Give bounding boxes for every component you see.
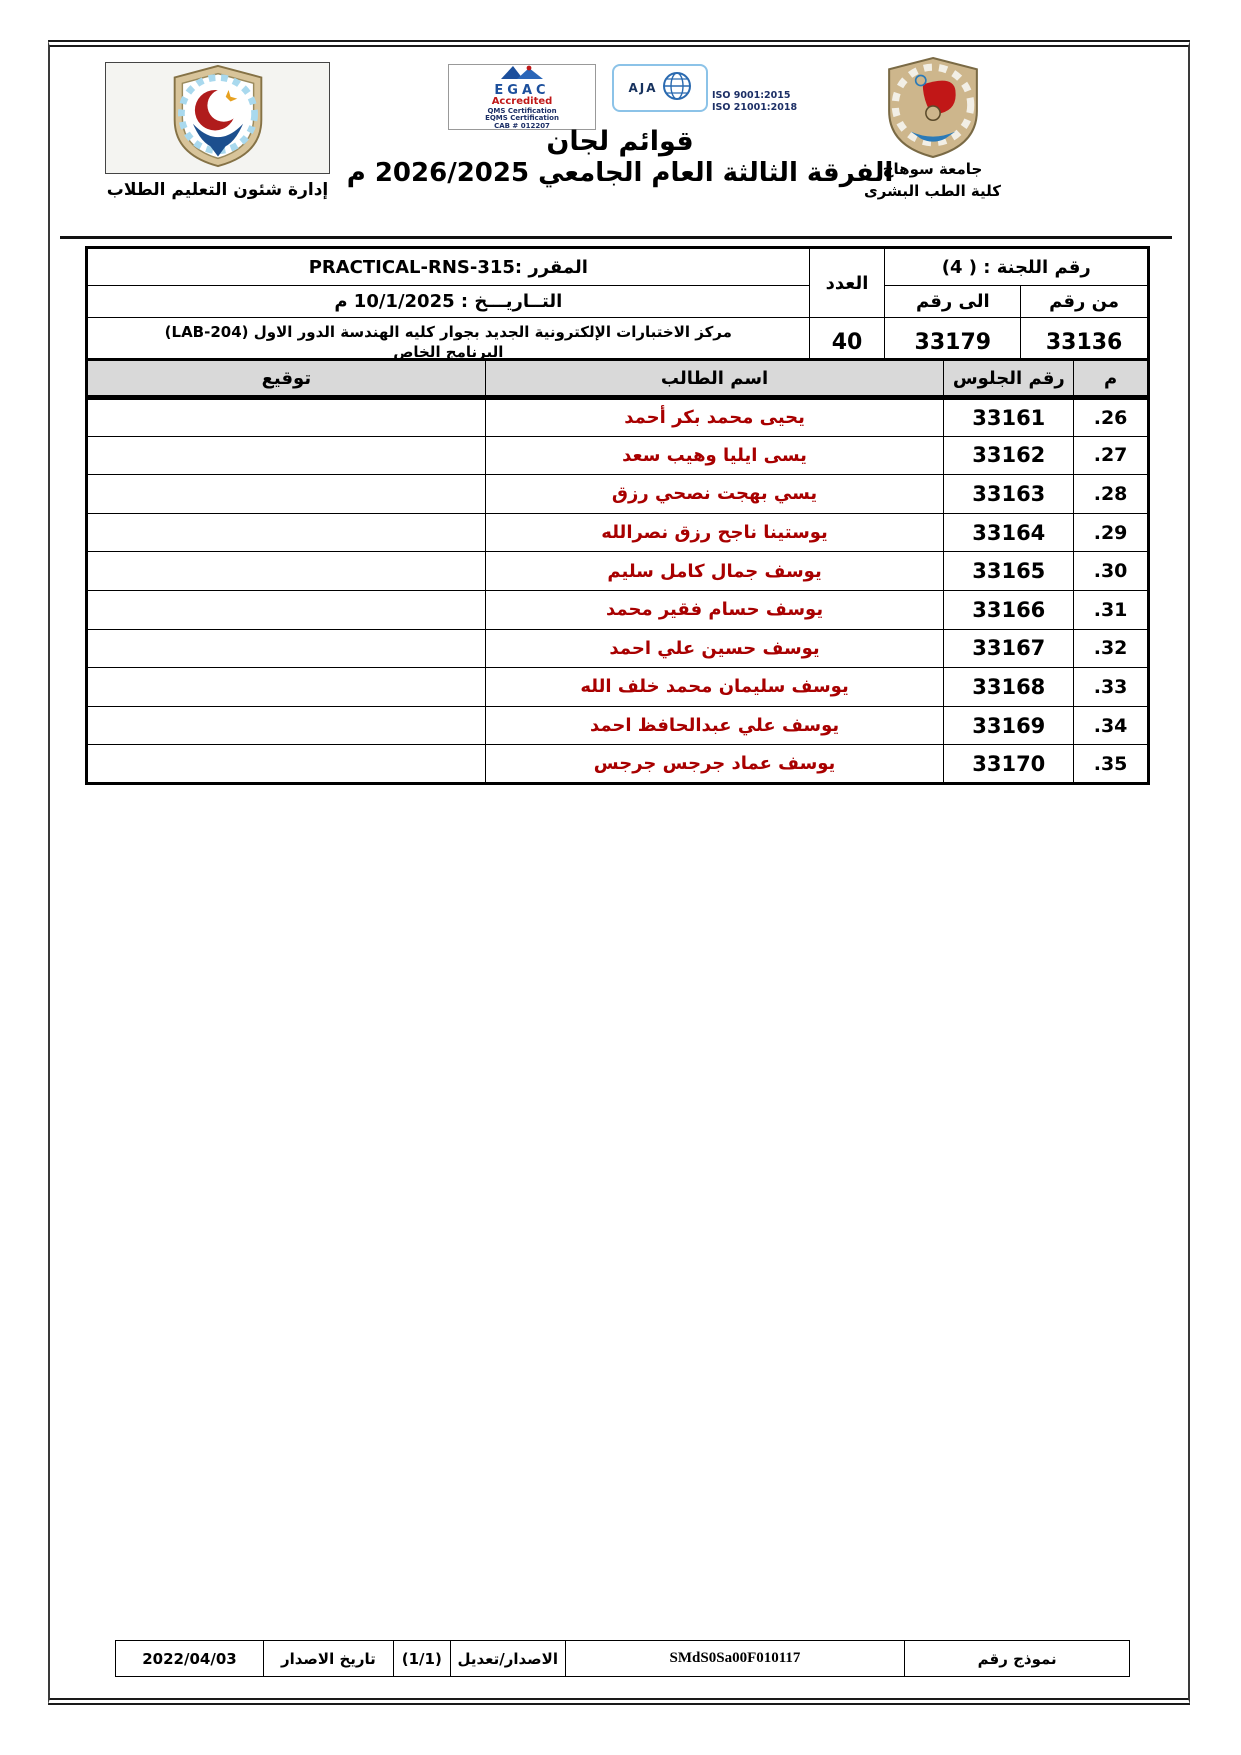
student-name-column-header: اسم الطالب	[484, 358, 945, 400]
header-separator-line	[60, 236, 1172, 239]
seat-number: 33167	[943, 628, 1075, 669]
table-row: 30. 33165 يوسف جمال كامل سليم	[86, 551, 1149, 591]
aja-iso-certs: ISO 9001:2015 ISO 21001:2018	[712, 90, 797, 114]
signature-cell	[86, 744, 486, 784]
table-row: 32. 33167 يوسف حسين علي احمد	[86, 628, 1149, 669]
student-name: يوسف حسام فقير محمد	[484, 589, 945, 630]
student-name: يسي بهجت نصحي رزق	[484, 474, 945, 514]
aja-globe-icon	[662, 71, 692, 105]
aja-accreditation-badge: AJA ISO 9001:2015 ISO 21001:2018	[612, 64, 802, 130]
faculty-of-medicine-logo	[105, 62, 330, 174]
row-index: 28.	[1073, 474, 1149, 514]
form-footer-table: نموذج رقم SMdS0Sa00F010117 الاصدار/تعديل…	[115, 1640, 1130, 1677]
row-index: 29.	[1073, 512, 1149, 553]
signature-column-header: توقيع	[86, 358, 486, 400]
form-number-label: نموذج رقم	[904, 1640, 1130, 1677]
row-index: 32.	[1073, 628, 1149, 669]
seat-number-column-header: رقم الجلوس	[943, 358, 1075, 400]
table-row: 27. 33162 يسى ايليا وهيب سعد	[86, 435, 1149, 476]
student-name: يوسف جمال كامل سليم	[484, 551, 945, 591]
signature-cell	[86, 435, 486, 476]
seat-number: 33161	[943, 397, 1075, 437]
students-table: م رقم الجلوس اسم الطالب توقيع 26. 33161 …	[85, 358, 1150, 785]
signature-cell	[86, 705, 486, 746]
committee-number-cell: رقم اللجنة : ( 4)	[884, 247, 1149, 286]
table-row: 28. 33163 يسي بهجت نصحي رزق	[86, 474, 1149, 514]
row-index: 35.	[1073, 744, 1149, 784]
seat-number: 33162	[943, 435, 1075, 476]
faculty-name: كلية الطب البشرى	[863, 182, 1001, 200]
row-index: 31.	[1073, 589, 1149, 630]
student-name: يوسف حسين علي احمد	[484, 628, 945, 669]
student-name: يوسف علي عبدالحافظ احمد	[484, 705, 945, 746]
aja-name: AJA	[628, 81, 658, 95]
row-index: 34.	[1073, 705, 1149, 746]
signature-cell	[86, 551, 486, 591]
issue-date-label: تاريخ الاصدار	[262, 1640, 394, 1677]
exam-date-cell: التــاريـــخ : 10/1/2025 م	[86, 285, 810, 318]
egac-accredited-label: Accredited	[491, 96, 553, 108]
seat-number: 33166	[943, 589, 1075, 630]
seat-number: 33165	[943, 551, 1075, 591]
student-name: يوستينا ناجح رزق نصرالله	[484, 512, 945, 553]
revision-value: (1/1)	[392, 1640, 451, 1677]
student-name: يحيى محمد بكر أحمد	[484, 397, 945, 437]
student-affairs-dept-label: إدارة شئون التعليم الطلاب	[106, 180, 329, 200]
egac-cert-line1: QMS Certification	[487, 106, 557, 115]
faculty-shield-icon	[169, 64, 267, 172]
table-row: 33. 33168 يوسف سليمان محمد خلف الله	[86, 667, 1149, 707]
table-row: 35. 33170 يوسف عماد جرجس جرجس	[86, 744, 1149, 784]
aja-logo-box: AJA	[612, 64, 708, 112]
sohag-university-logo	[878, 56, 988, 162]
signature-cell	[86, 589, 486, 630]
row-index: 26.	[1073, 397, 1149, 437]
from-number-header-cell: من رقم	[1020, 285, 1149, 318]
to-number-header-cell: الى رقم	[884, 285, 1022, 318]
signature-cell	[86, 474, 486, 514]
aja-iso-line1: ISO 9001:2015	[712, 90, 791, 101]
student-name: يوسف عماد جرجس جرجس	[484, 744, 945, 784]
seat-number: 33169	[943, 705, 1075, 746]
count-header-cell: العدد	[808, 247, 886, 318]
page-title: قوائم لجان	[546, 126, 694, 157]
row-index: 27.	[1073, 435, 1149, 476]
location-line2: البرنامج الخاص	[393, 343, 504, 361]
revision-label: الاصدار/تعديل	[449, 1640, 566, 1677]
signature-cell	[86, 667, 486, 707]
student-name: يوسف سليمان محمد خلف الله	[484, 667, 945, 707]
committee-info-table: رقم اللجنة : ( 4) العدد المقرر :PRACTICA…	[85, 246, 1150, 369]
university-name: جامعة سوهاج	[882, 160, 983, 178]
signature-cell	[86, 397, 486, 437]
table-row: 34. 33169 يوسف علي عبدالحافظ احمد	[86, 705, 1149, 746]
table-row: 26. 33161 يحيى محمد بكر أحمد	[86, 397, 1149, 437]
row-index: 30.	[1073, 551, 1149, 591]
aja-iso-line2: ISO 21001:2018	[712, 101, 798, 113]
row-index: 33.	[1073, 667, 1149, 707]
signature-cell	[86, 628, 486, 669]
table-row: 29. 33164 يوستينا ناجح رزق نصرالله	[86, 512, 1149, 553]
seat-number: 33163	[943, 474, 1075, 514]
student-name: يسى ايليا وهيب سعد	[484, 435, 945, 476]
egac-accreditation-badge: EGAC Accredited QMS Certification EQMS C…	[448, 64, 596, 130]
issue-date-value: 2022/04/03	[115, 1640, 264, 1677]
page-subtitle: الفرقة الثالثة العام الجامعي 2026/2025 م	[346, 158, 894, 188]
page-border-frame	[48, 40, 1190, 1705]
index-column-header: م	[1073, 358, 1149, 400]
egac-name: EGAC	[494, 82, 550, 98]
location-line1: مركز الاختبارات الإلكترونية الجديد بجوار…	[164, 322, 732, 341]
university-shield-icon	[881, 56, 985, 162]
egac-logo-icon	[499, 64, 545, 84]
seat-number: 33168	[943, 667, 1075, 707]
egac-cert-line3: CAB # 012207	[494, 121, 550, 130]
table-row: 31. 33166 يوسف حسام فقير محمد	[86, 589, 1149, 630]
course-cell: المقرر :PRACTICAL-RNS-315	[86, 247, 810, 286]
seat-number: 33170	[943, 744, 1075, 784]
students-table-header-row: م رقم الجلوس اسم الطالب توقيع	[86, 358, 1149, 400]
signature-cell	[86, 512, 486, 553]
seat-number: 33164	[943, 512, 1075, 553]
form-number-value: SMdS0Sa00F010117	[564, 1640, 906, 1677]
egac-cert-line2: EQMS Certification	[485, 114, 559, 123]
